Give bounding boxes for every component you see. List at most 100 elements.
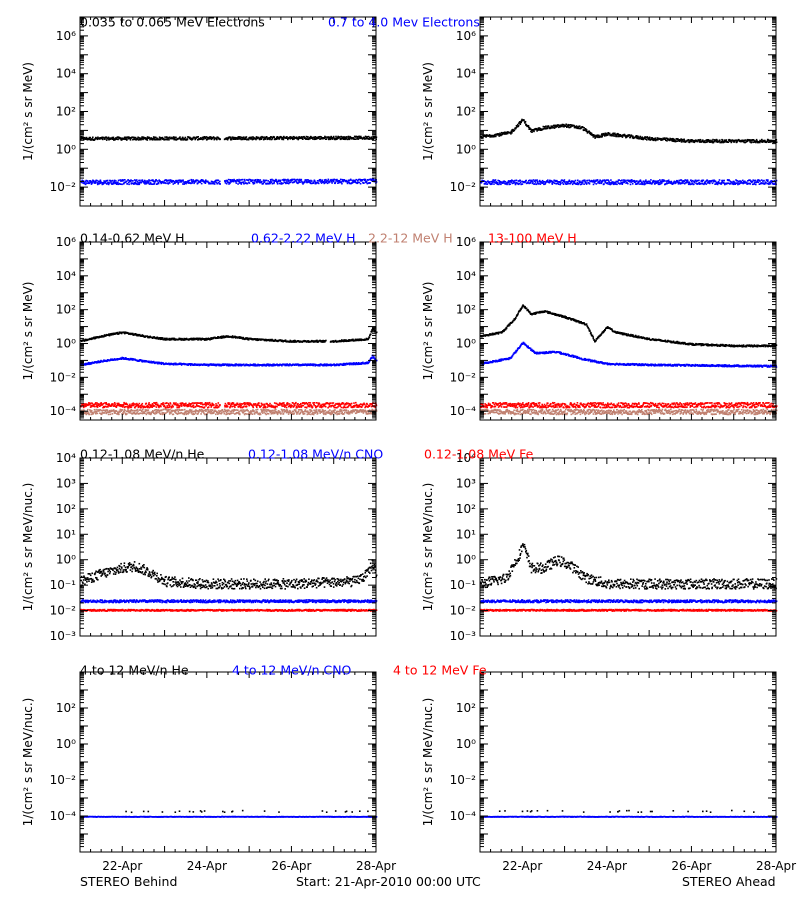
data-point: [754, 181, 756, 183]
data-point: [243, 363, 245, 366]
data-point: [534, 181, 537, 183]
data-point: [625, 136, 628, 138]
data-point: [217, 363, 220, 366]
data-point: [228, 183, 230, 185]
data-point: [238, 178, 240, 181]
data-point: [135, 179, 138, 181]
data-point: [702, 139, 704, 141]
data-point: [166, 138, 168, 141]
data-point: [686, 180, 688, 183]
data-point: [632, 135, 634, 138]
data-point: [121, 409, 124, 411]
data-point: [673, 139, 675, 141]
data-point: [361, 363, 363, 365]
data-point: [500, 183, 502, 186]
data-point: [542, 182, 544, 184]
data-point: [221, 337, 224, 339]
data-point: [541, 128, 544, 131]
data-point: [231, 138, 233, 140]
data-point: [753, 183, 755, 185]
data-point: [223, 363, 225, 366]
data-point: [208, 138, 211, 140]
data-point: [156, 361, 158, 364]
data-point: [639, 138, 641, 140]
data-point: [768, 141, 770, 143]
data-point: [190, 412, 192, 414]
data-point: [197, 182, 199, 184]
data-point: [119, 179, 121, 181]
data-point: [517, 124, 520, 127]
data-point: [565, 183, 568, 185]
data-point: [90, 363, 93, 365]
data-point: [361, 179, 364, 181]
data-point: [521, 183, 524, 185]
data-point: [753, 141, 755, 143]
data-point: [138, 179, 140, 182]
data-point: [363, 182, 365, 184]
data-point: [244, 338, 246, 340]
data-point: [568, 180, 571, 182]
data-point: [152, 137, 155, 140]
data-point: [169, 182, 171, 184]
data-point: [661, 179, 663, 181]
data-point: [172, 180, 175, 182]
data-point: [138, 412, 141, 415]
data-point: [239, 336, 242, 338]
data-point: [200, 339, 203, 341]
data-point: [304, 181, 306, 184]
data-point: [512, 182, 514, 184]
data-point: [308, 179, 311, 182]
data-point: [114, 182, 117, 184]
data-point: [276, 183, 279, 185]
data-point: [206, 412, 209, 414]
data-point: [585, 183, 588, 185]
data-point: [630, 181, 632, 183]
data-point: [704, 181, 706, 184]
data-point: [321, 341, 324, 343]
data-point: [337, 182, 339, 184]
data-point: [356, 137, 358, 139]
data-point: [491, 181, 494, 184]
data-point: [344, 138, 346, 141]
data-point: [280, 339, 282, 342]
data-point: [202, 411, 205, 413]
data-point: [743, 139, 746, 142]
data-point: [652, 179, 655, 182]
data-point: [312, 364, 314, 367]
data-point: [319, 135, 322, 138]
data-point: [173, 337, 176, 340]
data-point: [512, 180, 515, 182]
data-point: [199, 338, 202, 341]
data-point: [270, 136, 272, 138]
data-point: [255, 339, 258, 341]
data-point: [497, 182, 499, 184]
data-point: [646, 181, 648, 183]
data-point: [643, 180, 645, 183]
data-point: [172, 338, 175, 341]
data-point: [358, 362, 360, 364]
data-point: [250, 136, 252, 139]
data-point: [234, 364, 237, 367]
data-point: [90, 182, 93, 184]
data-point: [136, 334, 138, 337]
data-point: [182, 183, 184, 185]
data-point: [709, 141, 712, 143]
data-point: [345, 339, 347, 341]
data-point: [184, 182, 186, 184]
data-point: [88, 413, 91, 416]
data-point: [619, 134, 622, 136]
data-point: [84, 136, 86, 139]
data-point: [271, 182, 274, 185]
data-point: [185, 337, 188, 340]
data-point: [754, 140, 757, 143]
data-point: [544, 182, 547, 185]
data-point: [133, 138, 135, 140]
data-point: [193, 337, 195, 340]
data-point: [205, 179, 207, 181]
data-point: [365, 180, 368, 183]
data-point: [348, 181, 350, 183]
data-point: [97, 180, 100, 183]
data-point: [575, 125, 578, 127]
data-point: [603, 183, 605, 185]
y-tick-label: 10⁶: [456, 29, 476, 43]
